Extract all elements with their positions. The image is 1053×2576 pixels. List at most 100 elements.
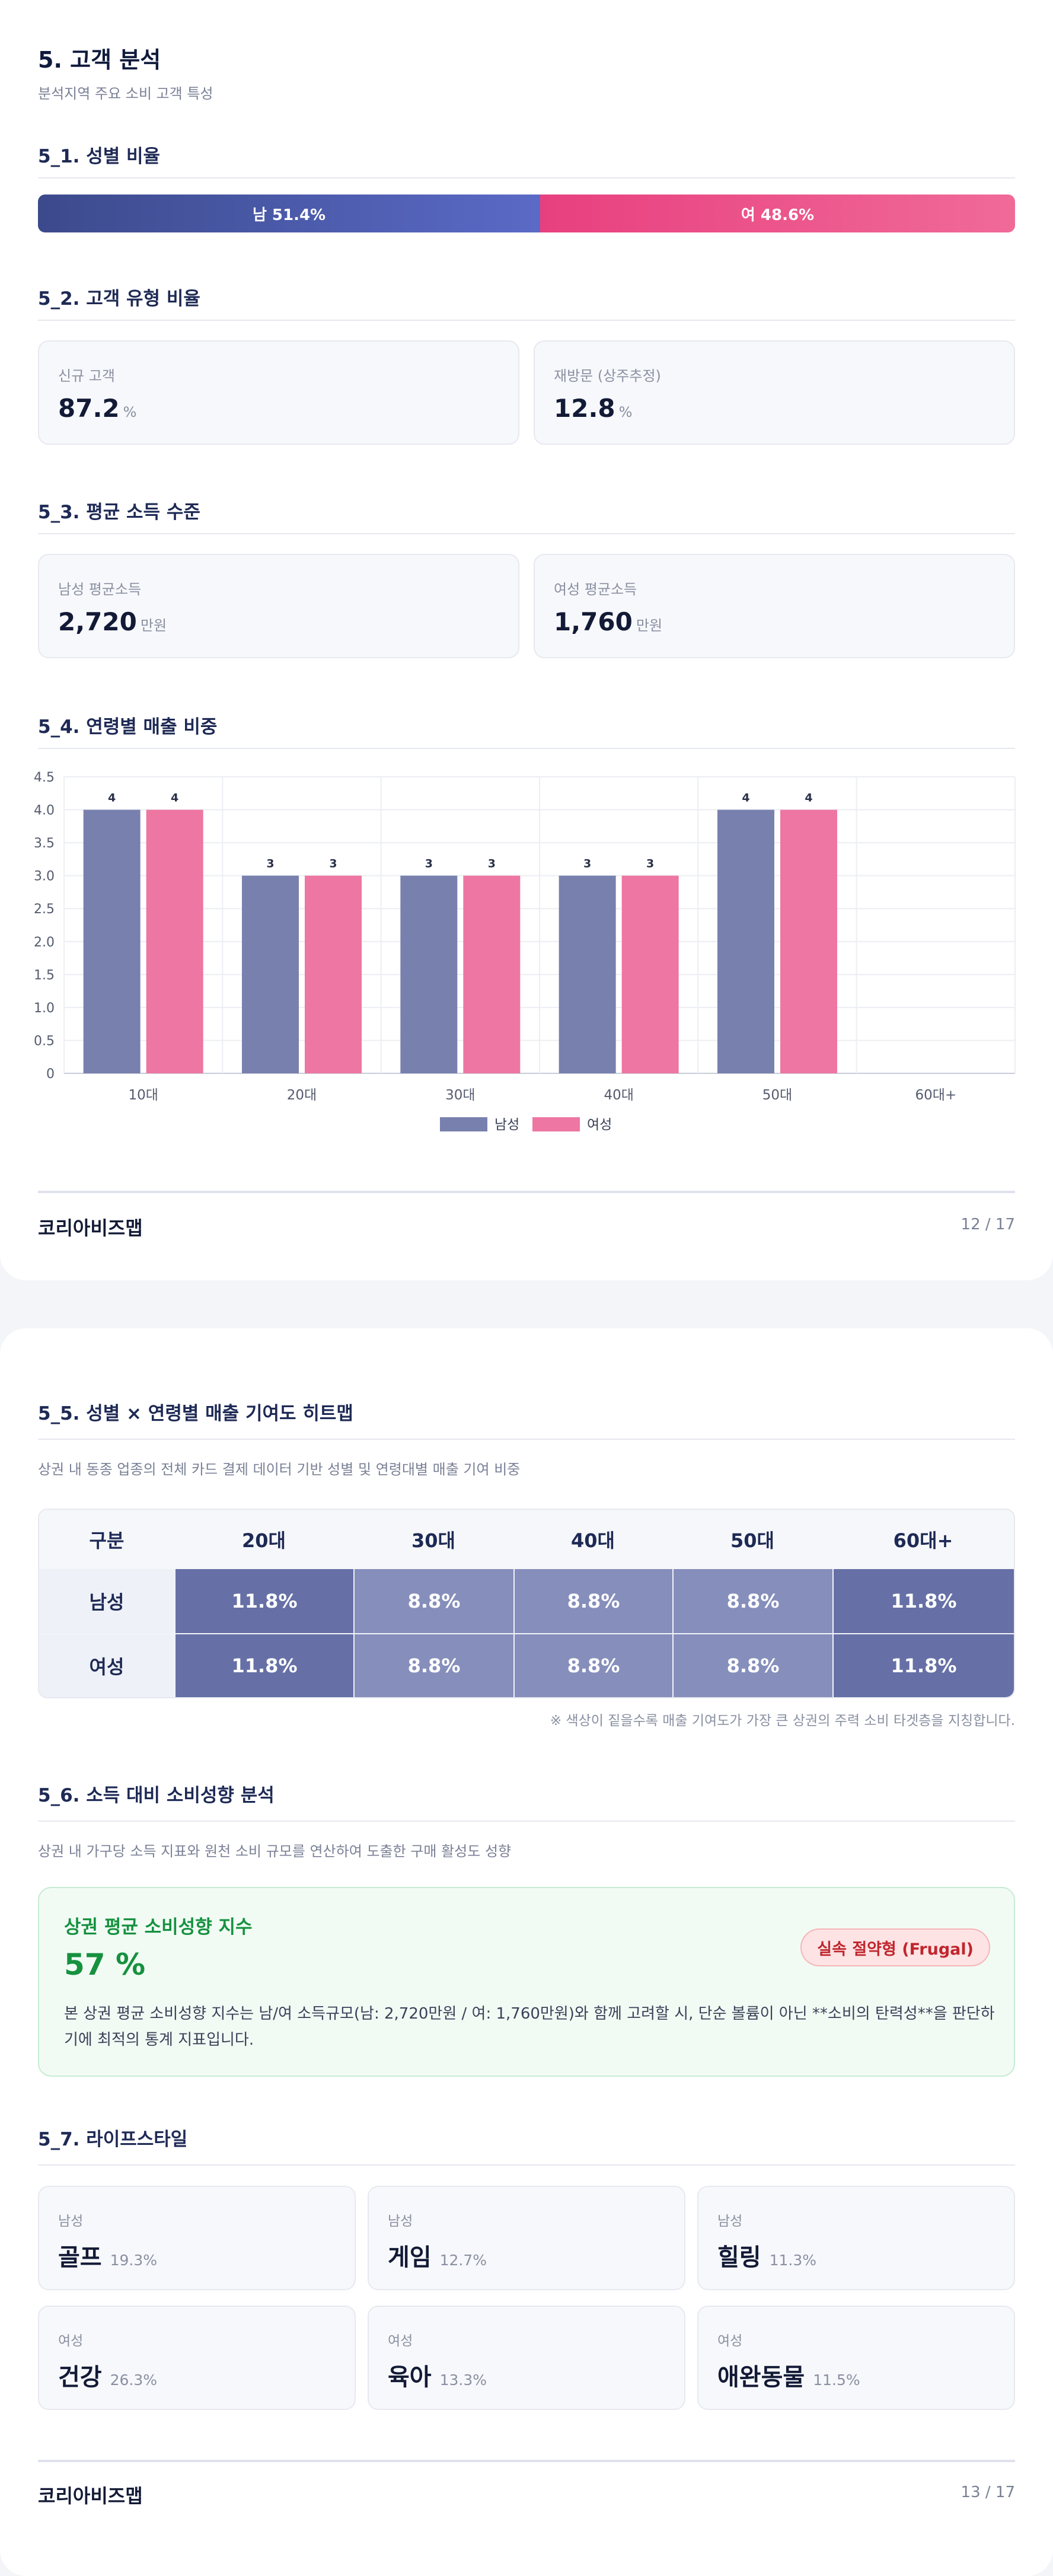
lifestyle-percent: 12.7% — [439, 2252, 487, 2269]
lifestyle-card: 여성 건강 26.3% — [38, 2306, 356, 2410]
female-income-number: 1,760 — [554, 607, 633, 636]
x-tick-label: 20대 — [287, 1088, 317, 1103]
heatmap-col-header: 60대+ — [893, 1529, 953, 1552]
legend-swatch — [440, 1117, 487, 1131]
bar-data-label: 4 — [108, 792, 116, 805]
new-customer-label: 신규 고객 — [58, 368, 115, 384]
consumption-title: 5_6. 소득 대비 소비성향 분석 — [38, 1785, 275, 1806]
age-sales-bar-chart: 0 0.5 1.0 1.5 2.0 2.5 3.0 3.5 4.0 4.5 4 4 10대 3 3 20대 3 3… — [34, 770, 1016, 1133]
female-share-segment: 여 48.6% — [540, 195, 1015, 232]
heatmap-row-female: 여성 11.8% 8.8% 8.8% 8.8% 11.8% — [39, 1633, 1014, 1697]
lifestyle-name: 게임 12.7% — [388, 2238, 487, 2272]
customer-type-title: 5_2. 고객 유형 비율 — [38, 288, 200, 310]
bar-data-label: 3 — [425, 857, 433, 871]
consumption-index-card: 상권 평균 소비성향 지수 57 % 실속 절약형 (Frugal) 본 상권 … — [38, 1887, 1015, 2077]
report-page-13: 5_5. 성별 × 연령별 매출 기여도 히트맵 상권 내 동종 업종의 전체 … — [0, 1328, 1053, 2576]
bar-female — [621, 875, 679, 1073]
consumption-description: 본 상권 평균 소비성향 지수는 남/여 소득규모(남: 2,720만원 / 여… — [64, 2005, 995, 2049]
heatmap-cell: 8.8% — [513, 1569, 672, 1633]
consumption-card-title: 상권 평균 소비성향 지수 — [64, 1917, 253, 1938]
y-tick-label: 2.0 — [34, 935, 55, 950]
lifestyle-card: 여성 애완동물 11.5% — [697, 2306, 1015, 2410]
footer-brand: 코리아비즈맵 — [38, 1217, 143, 1239]
lifestyle-card: 여성 육아 13.3% — [368, 2306, 685, 2410]
bar-data-label: 4 — [742, 792, 749, 805]
bar-data-label: 4 — [805, 792, 812, 805]
revisit-customer-label: 재방문 (상주추정) — [554, 368, 661, 384]
legend-label: 여성 — [587, 1117, 612, 1133]
heatmap-col-header: 40대 — [571, 1529, 615, 1552]
y-tick-label: 0.5 — [34, 1034, 55, 1048]
male-income-card: 남성 평균소득 2,720 만원 — [38, 554, 519, 658]
heatmap-col-header: 20대 — [242, 1529, 286, 1552]
male-income-value: 2,720 만원 — [58, 607, 167, 636]
divider — [38, 320, 1015, 321]
sales-heatmap-table: 구분 20대 30대 40대 50대 60대+ 남성 11.8% 8.8% 8.… — [38, 1509, 1015, 1698]
gender-ratio-bar: 남 51.4% 여 48.6% — [38, 195, 1015, 232]
bar-data-label: 3 — [329, 857, 337, 871]
lifestyle-percent: 11.3% — [769, 2252, 817, 2269]
lifestyle-label: 게임 — [388, 2244, 432, 2271]
bar-female — [305, 875, 362, 1073]
revisit-customer-number: 12.8 — [554, 394, 615, 423]
lifestyle-label: 힐링 — [717, 2244, 761, 2271]
x-tick-label: 40대 — [604, 1088, 633, 1103]
heatmap-header-row: 구분 20대 30대 40대 50대 60대+ — [39, 1510, 1014, 1569]
lifestyle-percent: 11.5% — [813, 2371, 860, 2389]
age-sales-title: 5_4. 연령별 매출 비중 — [38, 716, 218, 738]
lifestyle-card: 남성 게임 12.7% — [368, 2186, 685, 2290]
report-page-12: 5. 고객 분석 분석지역 주요 소비 고객 특성 5_1. 성별 비율 남 5… — [0, 0, 1053, 1280]
y-tick-label: 1.5 — [34, 968, 55, 983]
legend-label: 남성 — [494, 1117, 519, 1133]
x-tick-label: 60대+ — [915, 1088, 956, 1103]
bar-male — [242, 875, 299, 1073]
page-number: 13 / 17 — [961, 2483, 1015, 2501]
male-share-segment: 남 51.4% — [38, 195, 541, 232]
female-income-card: 여성 평균소득 1,760 만원 — [534, 554, 1015, 658]
heatmap-cell: 11.8% — [832, 1634, 1014, 1697]
footer-divider — [38, 1191, 1015, 1193]
female-income-label: 여성 평균소득 — [554, 581, 637, 598]
lifestyle-percent: 13.3% — [439, 2371, 487, 2389]
gender-ratio-title: 5_1. 성별 비율 — [38, 146, 161, 167]
heatmap-cell: 8.8% — [672, 1634, 832, 1697]
female-income-value: 1,760 만원 — [554, 607, 662, 636]
x-tick-label: 10대 — [128, 1088, 158, 1103]
divider — [38, 748, 1015, 749]
lifestyle-name: 힐링 11.3% — [717, 2238, 816, 2272]
male-income-label: 남성 평균소득 — [58, 581, 142, 598]
lifestyle-card: 남성 힐링 11.3% — [697, 2186, 1015, 2290]
divider — [38, 177, 1015, 178]
lifestyle-gender: 남성 — [388, 2214, 413, 2229]
divider — [38, 2164, 1015, 2166]
lifestyle-percent: 26.3% — [110, 2371, 158, 2389]
heatmap-cell: 8.8% — [353, 1634, 513, 1697]
heatmap-cell: 11.8% — [174, 1634, 353, 1697]
bar-data-label: 4 — [171, 792, 178, 805]
lifestyle-name: 골프 19.3% — [58, 2238, 157, 2272]
y-tick-label: 4.0 — [34, 804, 55, 818]
revisit-customer-value: 12.8% — [554, 394, 632, 423]
consumption-index-value: 57 % — [64, 1947, 146, 1982]
bar-male — [400, 875, 458, 1073]
male-income-number: 2,720 — [58, 607, 137, 636]
lifestyle-name: 육아 13.3% — [388, 2358, 487, 2392]
bar-male — [717, 809, 774, 1073]
lifestyle-gender: 여성 — [58, 2333, 84, 2349]
y-tick-label: 3.0 — [34, 869, 55, 884]
heatmap-title: 5_5. 성별 × 연령별 매출 기여도 히트맵 — [38, 1403, 353, 1424]
page-number: 12 / 17 — [961, 1216, 1015, 1233]
lifestyle-gender: 여성 — [388, 2333, 413, 2349]
lifestyle-label: 건강 — [58, 2364, 102, 2391]
bar-data-label: 3 — [266, 857, 274, 871]
heatmap-note: ※ 색상이 짙을수록 매출 기여도가 가장 큰 상권의 주력 소비 타겟층을 지… — [550, 1713, 1015, 1729]
heatmap-cell: 8.8% — [513, 1634, 672, 1697]
section-subtitle: 분석지역 주요 소비 고객 특성 — [38, 85, 213, 102]
footer-brand: 코리아비즈맵 — [38, 2485, 143, 2507]
legend-swatch — [532, 1117, 580, 1131]
lifestyle-percent: 19.3% — [110, 2252, 158, 2269]
new-customer-number: 87.2 — [58, 394, 120, 423]
new-customer-card: 신규 고객 87.2% — [38, 340, 519, 445]
lifestyle-card: 남성 골프 19.3% — [38, 2186, 356, 2290]
bar-data-label: 3 — [583, 857, 591, 871]
